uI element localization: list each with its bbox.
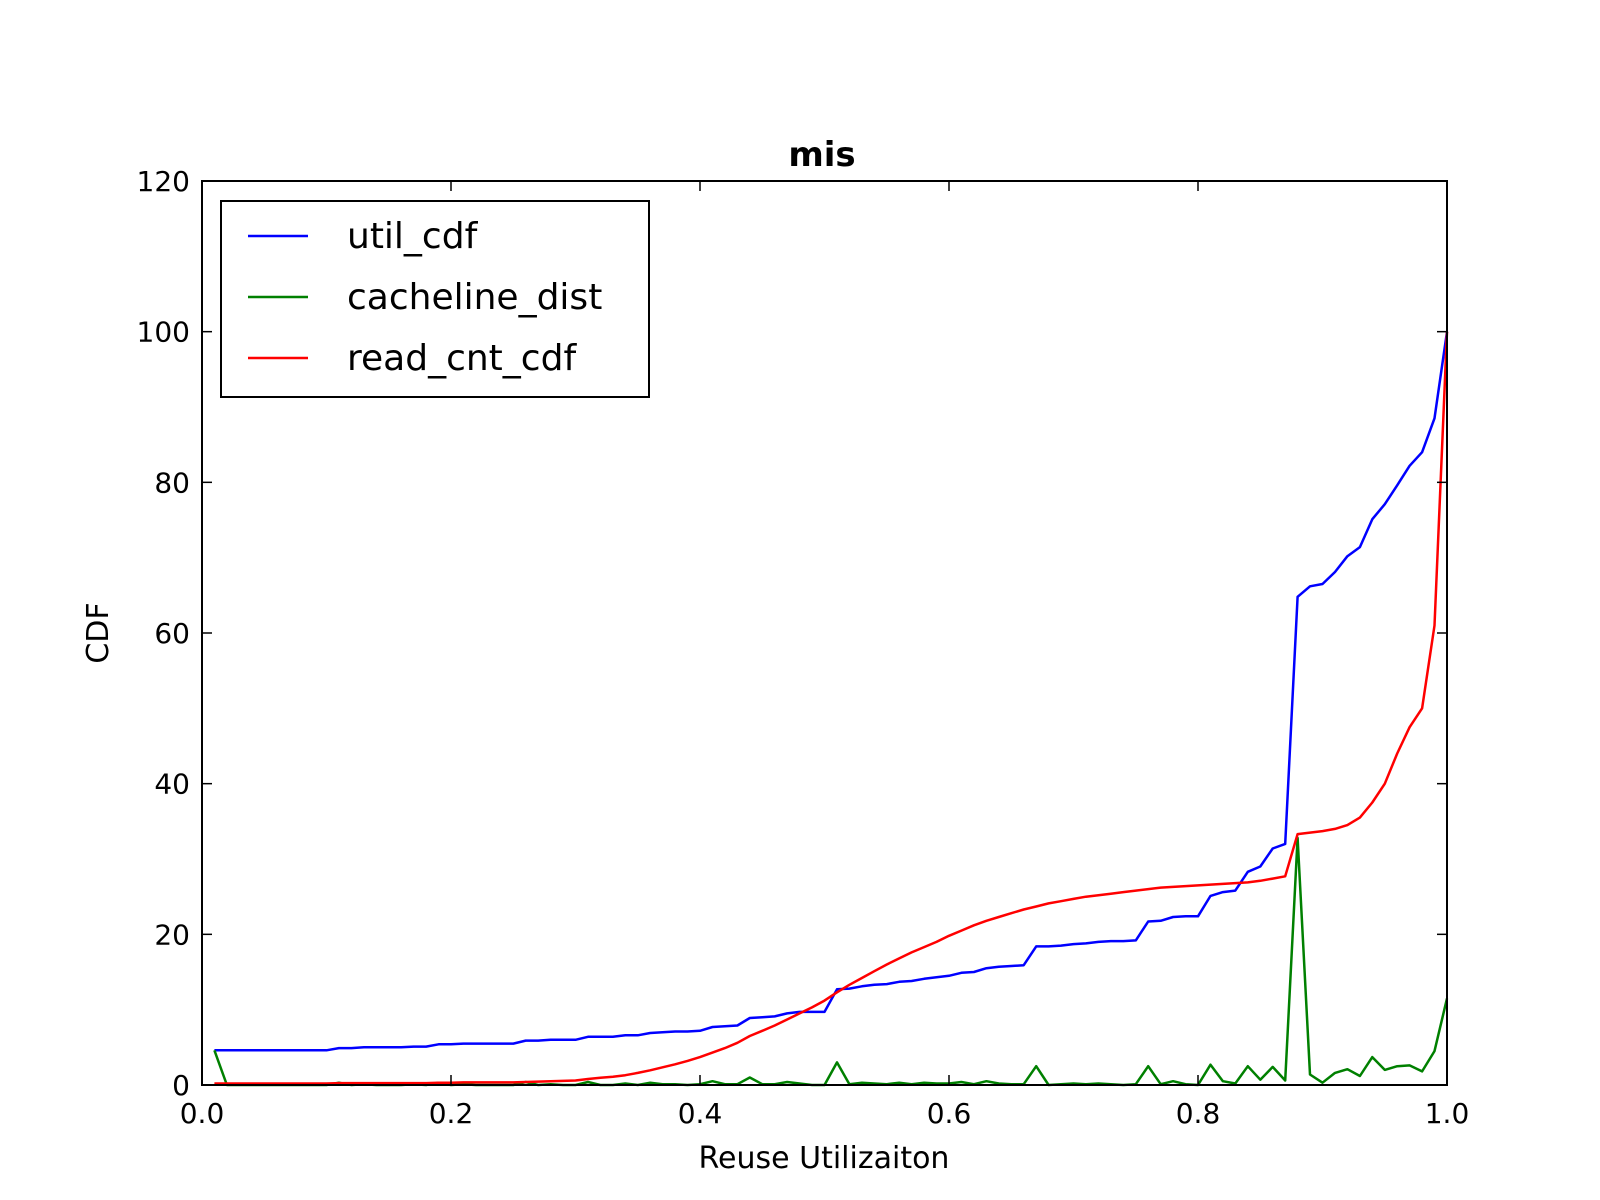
series-line-read-cnt-cdf: [214, 331, 1449, 1085]
legend: util_cdf cacheline_dist read_cnt_cdf: [220, 200, 650, 398]
x-tick-label: 0.0: [180, 1097, 225, 1130]
x-tick-label: 0.4: [678, 1097, 723, 1130]
y-tick-label: 60: [154, 617, 190, 650]
y-tick-label: 0: [172, 1069, 190, 1102]
y-axis-label: CDF: [81, 602, 116, 663]
y-tick-label: 20: [154, 918, 190, 951]
x-tick-label: 0.6: [927, 1097, 972, 1130]
chart-title: mis: [788, 135, 855, 175]
y-tick-label: 100: [137, 316, 190, 349]
legend-label-read-cnt-cdf: read_cnt_cdf: [347, 338, 577, 379]
x-tick-label: 1.0: [1425, 1097, 1470, 1130]
legend-box: [220, 200, 650, 398]
x-axis-label: Reuse Utilizaiton: [699, 1141, 950, 1176]
x-tick-label: 0.8: [1176, 1097, 1221, 1130]
y-axis: 0 20 40 60 80 100 120: [137, 165, 1447, 1102]
y-tick-label: 120: [137, 165, 190, 198]
y-tick-label: 40: [154, 768, 190, 801]
x-tick-label: 0.2: [429, 1097, 474, 1130]
x-axis: 0.0 0.2 0.4 0.6 0.8 1.0: [180, 181, 1470, 1130]
series-line-util-cdf: [214, 331, 1449, 1052]
y-tick-label: 80: [154, 466, 190, 499]
legend-label-util-cdf: util_cdf: [347, 216, 479, 257]
legend-label-cacheline-dist: cacheline_dist: [347, 277, 602, 318]
